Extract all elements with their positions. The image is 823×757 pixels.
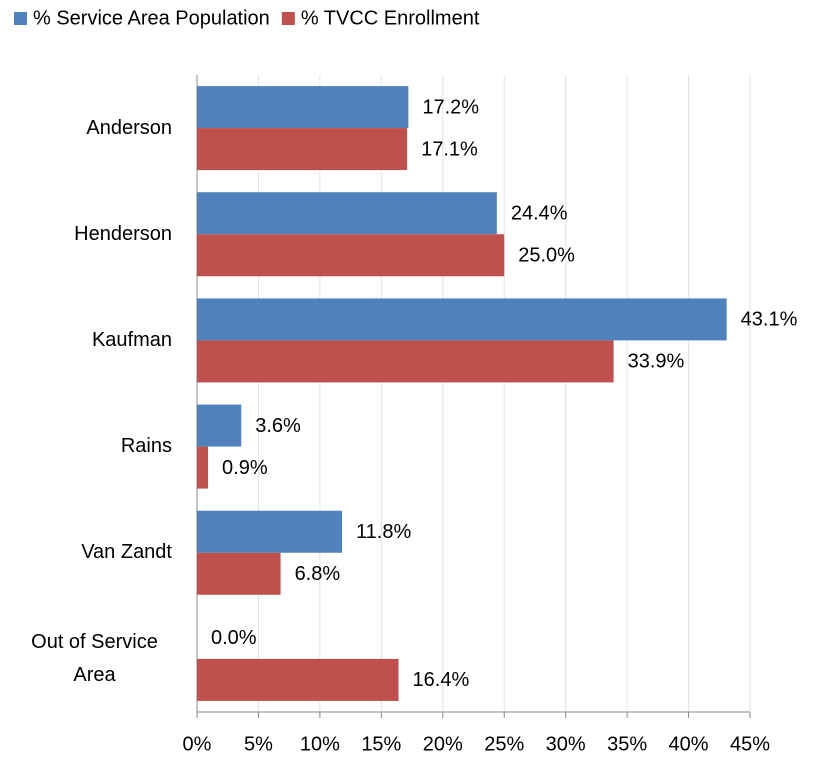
y-tick-label: Rains bbox=[0, 407, 172, 487]
value-label: 25.0% bbox=[518, 245, 575, 267]
x-tick-label: 10% bbox=[300, 733, 340, 755]
category-text: Kaufman bbox=[91, 328, 172, 351]
bar bbox=[197, 340, 614, 383]
legend-label: % Service Area Population bbox=[33, 7, 270, 29]
x-tick-label: 25% bbox=[484, 733, 524, 755]
value-label: 33.9% bbox=[628, 351, 685, 373]
bar bbox=[197, 552, 281, 595]
value-label: 11.8% bbox=[356, 521, 411, 543]
x-tick-label: 15% bbox=[361, 733, 401, 755]
y-tick-label: Van Zandt bbox=[0, 513, 172, 593]
bar bbox=[197, 234, 505, 277]
category-text: Rains bbox=[120, 435, 172, 458]
category-text: Van Zandt bbox=[81, 541, 172, 564]
bar bbox=[197, 192, 497, 235]
value-label: 17.1% bbox=[421, 138, 478, 160]
value-label: 43.1% bbox=[741, 309, 798, 331]
x-tick-label: 40% bbox=[669, 733, 709, 755]
bar bbox=[197, 446, 209, 489]
x-tick-label: 20% bbox=[423, 733, 463, 755]
value-label: 16.4% bbox=[413, 669, 470, 691]
value-label: 24.4% bbox=[511, 203, 568, 225]
category-text: Out of Service Area bbox=[31, 630, 158, 686]
value-label: 6.8% bbox=[295, 563, 341, 585]
y-tick-label: Anderson bbox=[0, 88, 172, 168]
x-tick-label: 35% bbox=[607, 733, 647, 755]
y-tick-label: Kaufman bbox=[0, 300, 172, 380]
x-tick-label: 45% bbox=[730, 733, 770, 755]
category-text: Anderson bbox=[86, 116, 172, 139]
x-tick-label: 0% bbox=[183, 733, 212, 755]
bar bbox=[197, 404, 242, 447]
bar bbox=[197, 298, 727, 341]
y-tick-label: Henderson bbox=[0, 194, 172, 274]
bar bbox=[197, 510, 343, 553]
legend-swatch bbox=[14, 12, 27, 25]
bar bbox=[197, 86, 409, 129]
value-label: 3.6% bbox=[255, 415, 301, 437]
bar bbox=[197, 128, 408, 171]
category-text: Henderson bbox=[74, 222, 172, 245]
value-label: 17.2% bbox=[422, 96, 479, 118]
y-tick-label: Out of Service Area bbox=[0, 619, 172, 699]
legend-swatch bbox=[281, 12, 295, 25]
bar bbox=[197, 658, 399, 701]
x-tick-label: 5% bbox=[244, 733, 273, 755]
x-tick-label: 30% bbox=[546, 733, 586, 755]
legend-label: % TVCC Enrollment bbox=[301, 7, 480, 29]
value-label: 0.9% bbox=[222, 457, 268, 479]
value-label: 0.0% bbox=[211, 627, 257, 649]
